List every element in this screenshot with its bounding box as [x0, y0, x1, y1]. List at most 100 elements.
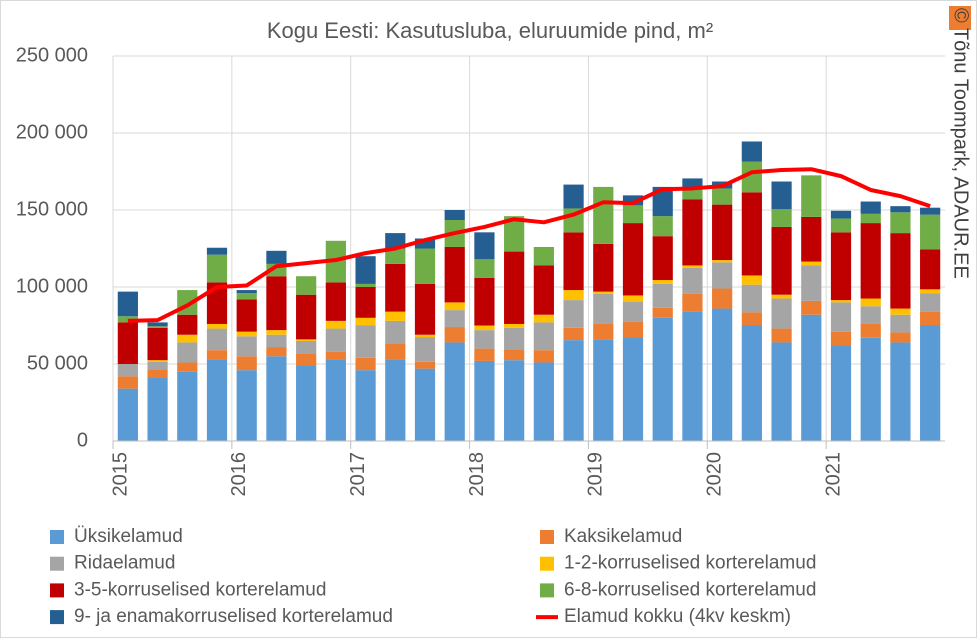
bar-segment [533, 246, 554, 266]
bar-segment [890, 206, 911, 213]
legend-label: 1-2-korruselised korterelamud [564, 553, 816, 574]
bar-segment [533, 265, 554, 315]
bar-segment [712, 188, 733, 205]
bar-segment [801, 314, 822, 441]
bar-segment [563, 300, 584, 328]
bar-segment [920, 325, 941, 441]
bar-segment [682, 293, 703, 312]
bar-segment [355, 287, 376, 318]
bar-segment [771, 209, 792, 227]
bar-segment [504, 323, 525, 328]
bar-segment [444, 342, 465, 441]
legend-swatch [540, 556, 554, 571]
source-badge [949, 6, 971, 30]
bar-segment [206, 350, 228, 360]
bar-segment [741, 192, 762, 276]
bar-segment [830, 331, 852, 346]
x-tick-label: 2019 [585, 452, 607, 497]
bar-segment [652, 280, 673, 284]
bar-segment [266, 334, 287, 348]
bar-segment [563, 290, 584, 301]
bar-segment [414, 337, 436, 362]
bar-segment [622, 301, 644, 322]
x-tick-label: 2021 [822, 452, 844, 497]
bar-segment [147, 361, 168, 370]
bar-segment [385, 248, 406, 264]
bar-segment [325, 320, 346, 329]
bar-segment [890, 233, 911, 309]
bar-segment [117, 376, 138, 389]
bar-segment [236, 370, 257, 441]
bar-segment [712, 260, 733, 263]
bar-segment [414, 361, 436, 369]
bar-segment [444, 210, 465, 221]
bar-segment [533, 362, 554, 441]
bar-segment [593, 291, 614, 294]
legend-swatch [50, 556, 64, 571]
bar-segment [533, 322, 554, 351]
bar-segment [563, 232, 584, 291]
legend-label: Elamud kokku (4kv keskm) [564, 606, 791, 627]
bar-segment [206, 247, 228, 255]
bar-segment [177, 334, 198, 343]
bar-segment [622, 195, 644, 206]
bar-segment [741, 161, 762, 193]
bar-segment [771, 294, 792, 299]
bar-segment [771, 298, 792, 329]
bar-segment [741, 141, 762, 162]
bar-segment [385, 311, 406, 321]
bar-segment [860, 223, 881, 299]
legend-swatch [50, 583, 64, 598]
bar-segment [474, 360, 495, 441]
bar-segment [741, 284, 762, 313]
bar-segment [444, 302, 465, 311]
bar-segment [920, 249, 941, 290]
bar-segment [682, 265, 703, 268]
legend-label: Kaksikelamud [564, 526, 682, 547]
bar-segment [741, 325, 762, 441]
bar-segment [414, 368, 436, 441]
bar-segment [236, 290, 257, 294]
bar-segment [563, 327, 584, 341]
bar-segment [712, 204, 733, 261]
legend-swatch [50, 530, 64, 544]
bar-segment [712, 262, 733, 289]
x-tick-label: 2017 [347, 452, 369, 497]
bar-segment [771, 328, 792, 343]
bar-segment [504, 216, 525, 252]
bar-segment [325, 351, 346, 360]
bar-segment [622, 205, 644, 224]
bar-segment [117, 364, 138, 377]
bar-segment [444, 246, 465, 303]
bar-segment [860, 337, 881, 441]
bar-segment [236, 356, 257, 371]
bar-segment [414, 283, 436, 335]
bar-segment [206, 359, 228, 441]
bar-segment [682, 189, 703, 200]
bar-segment [652, 283, 673, 308]
bar-segment [593, 339, 614, 441]
bar-segment [296, 294, 317, 340]
bar-segment [474, 330, 495, 349]
legend-label: Ridaelamud [74, 553, 175, 574]
bar-segment [504, 327, 525, 350]
bar-segment [622, 321, 644, 338]
bar-segment [801, 265, 822, 301]
bar-segment [622, 337, 644, 441]
bar-segment [801, 216, 822, 262]
bar-segment [325, 328, 346, 352]
bar-segment [830, 345, 852, 441]
bar-segment [593, 293, 614, 324]
chart-title: Kogu Eesti: Kasutusluba, eluruumide pind… [267, 18, 713, 43]
bar-segment [147, 377, 168, 441]
bar-segment [652, 236, 673, 281]
bar-segment [414, 334, 436, 338]
bar-segment [296, 365, 317, 441]
bar-segment [504, 349, 525, 361]
bar-segment [355, 283, 376, 287]
bar-segment [414, 248, 436, 284]
x-tick-label: 2018 [466, 452, 488, 497]
bar-segment [355, 370, 376, 441]
bar-segment [563, 184, 584, 209]
bar-segment [444, 310, 465, 328]
